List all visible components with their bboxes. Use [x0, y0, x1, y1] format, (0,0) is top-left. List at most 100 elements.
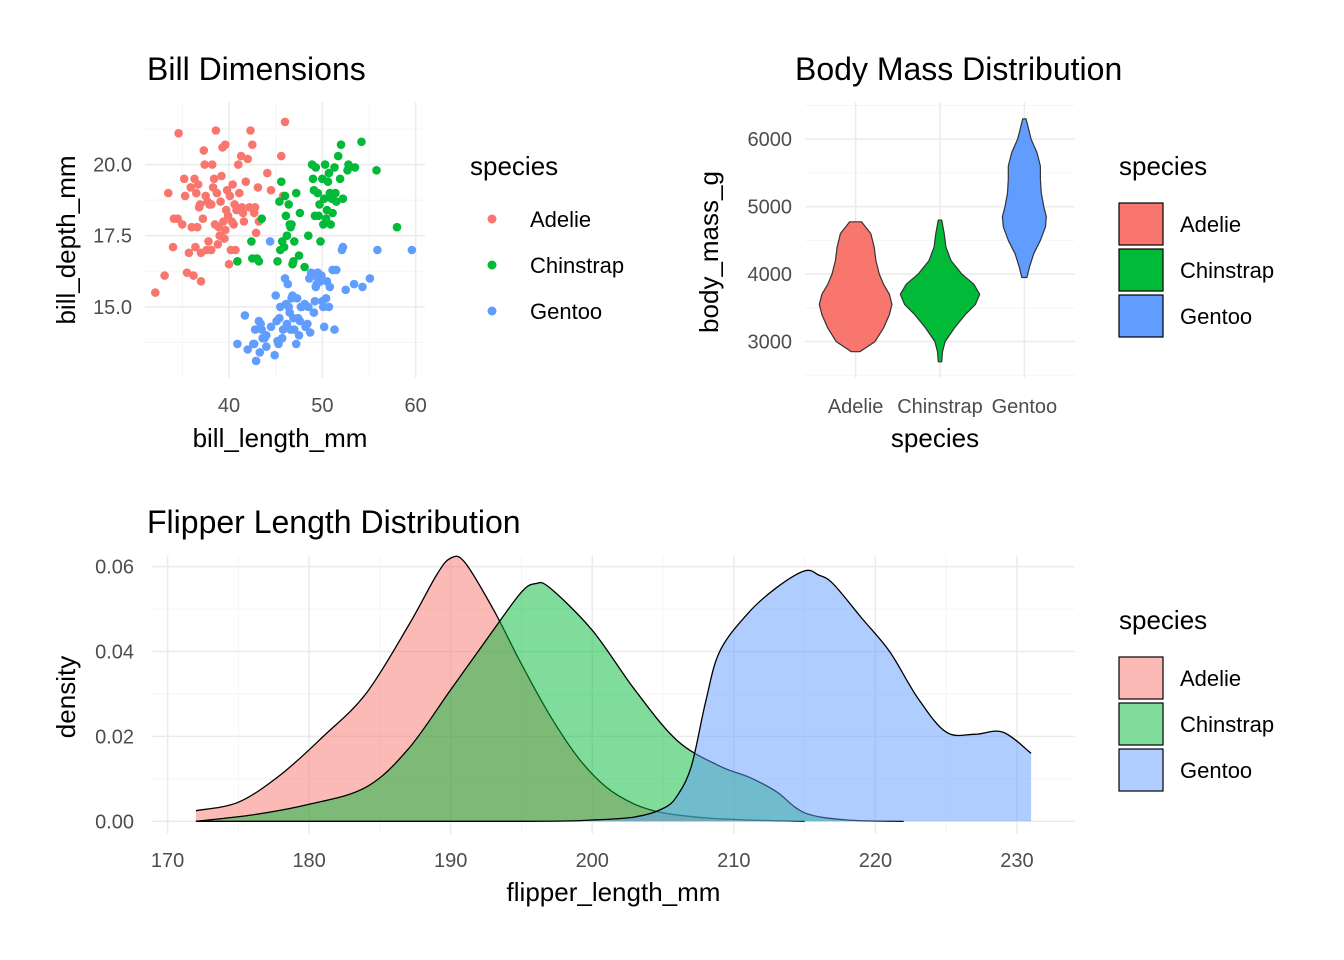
data-point-gentoo: [332, 265, 341, 275]
y-tick-label: 4000: [748, 264, 793, 286]
data-point-chinstrap: [289, 257, 298, 266]
y-tick-label: 15.0: [93, 297, 132, 319]
data-point-adelie: [221, 225, 230, 235]
data-point-chinstrap: [277, 177, 286, 186]
data-point-adelie: [221, 140, 230, 149]
data-point-gentoo: [341, 285, 351, 295]
density-line-gentoo: [195, 569, 1032, 822]
data-point-adelie: [277, 151, 286, 161]
data-point-adelie: [207, 200, 216, 209]
data-point-gentoo: [249, 339, 259, 349]
data-point-adelie: [200, 160, 209, 169]
data-point-gentoo: [280, 274, 290, 283]
data-point-chinstrap: [323, 177, 333, 186]
data-point-chinstrap: [331, 188, 340, 198]
data-point-adelie: [192, 188, 201, 198]
legend-key-dot: [487, 306, 497, 316]
data-point-gentoo: [290, 325, 299, 334]
x-axis-title: flipper_length_mm: [507, 877, 721, 907]
legend-key-dot: [487, 214, 497, 224]
data-point-adelie: [193, 222, 202, 232]
data-point-chinstrap: [392, 222, 402, 232]
data-point-adelie: [180, 191, 190, 201]
data-point-chinstrap: [290, 237, 299, 246]
y-tick-label: 6000: [748, 129, 793, 151]
data-point-gentoo: [275, 313, 284, 323]
data-point-gentoo: [325, 282, 335, 292]
data-point-adelie: [263, 168, 272, 178]
data-point-adelie: [220, 234, 229, 243]
legend-label: Chinstrap: [1180, 712, 1274, 737]
data-point-adelie: [207, 245, 216, 255]
data-point-chinstrap: [280, 191, 290, 201]
data-point-chinstrap: [307, 160, 317, 169]
legend-key-dot: [487, 260, 497, 270]
data-point-gentoo: [338, 242, 348, 252]
data-point-gentoo: [277, 333, 287, 343]
data-point-gentoo: [257, 325, 267, 334]
data-point-adelie: [209, 174, 219, 184]
data-point-chinstrap: [273, 257, 282, 266]
data-point-gentoo: [270, 350, 280, 360]
data-point-adelie: [151, 288, 160, 297]
data-point-adelie: [246, 126, 255, 135]
data-point-chinstrap: [319, 194, 329, 203]
panel-flipper-length: 170 180 190 200 210 220 230 0.00 0.02 0.04 0.06 Fli…: [51, 504, 1274, 907]
data-point-adelie: [179, 174, 189, 184]
y-tick-label: 0.02: [95, 726, 134, 748]
data-point-chinstrap: [328, 208, 337, 218]
data-point-adelie: [253, 183, 263, 192]
data-point-adelie: [228, 180, 237, 189]
data-point-adelie: [160, 271, 169, 280]
data-point-chinstrap: [344, 160, 353, 169]
data-point-adelie: [199, 146, 209, 155]
x-tick-label: 190: [434, 850, 467, 872]
data-point-adelie: [280, 117, 290, 127]
legend-label: Adelie: [530, 207, 591, 232]
data-point-adelie: [204, 237, 213, 246]
data-point-adelie: [219, 217, 228, 226]
chart-title: Body Mass Distribution: [795, 51, 1122, 87]
data-point-chinstrap: [308, 174, 318, 184]
data-point-chinstrap: [287, 220, 296, 229]
data-point-adelie: [211, 126, 221, 135]
data-point-adelie: [207, 160, 217, 169]
density-area-gentoo: [195, 570, 1032, 822]
data-point-adelie: [248, 140, 257, 149]
legend-label: Adelie: [1180, 666, 1241, 691]
data-point-chinstrap: [333, 151, 343, 161]
data-point-chinstrap: [282, 231, 292, 240]
data-point-adelie: [266, 185, 276, 195]
data-point-gentoo: [243, 345, 252, 354]
data-point-adelie: [168, 242, 178, 252]
data-point-gentoo: [305, 328, 315, 337]
data-point-adelie: [231, 245, 240, 255]
x-tick-label: Chinstrap: [897, 396, 983, 418]
data-point-gentoo: [265, 237, 275, 246]
data-point-chinstrap: [330, 163, 339, 172]
data-point-chinstrap: [291, 188, 301, 198]
data-point-chinstrap: [247, 237, 256, 246]
data-point-adelie: [235, 188, 244, 198]
legend-key-box: [1118, 702, 1164, 746]
data-point-adelie: [174, 129, 183, 138]
data-point-chinstrap: [304, 231, 313, 240]
x-axis-title: bill_length_mm: [193, 423, 368, 453]
legend-key-box: [1118, 656, 1164, 700]
data-point-gentoo: [255, 348, 265, 357]
data-point-chinstrap: [294, 251, 304, 260]
data-point-gentoo: [349, 279, 359, 289]
legend-label: Gentoo: [1180, 758, 1252, 783]
y-tick-label: 20.0: [93, 155, 132, 177]
data-point-chinstrap: [321, 214, 331, 223]
data-point-chinstrap: [324, 168, 334, 178]
data-point-gentoo: [233, 339, 242, 349]
y-tick-label: 5000: [748, 197, 793, 219]
data-point-adelie: [198, 214, 208, 223]
data-point-chinstrap: [309, 185, 319, 195]
legend-key-box: [1118, 748, 1164, 792]
data-point-chinstrap: [320, 160, 330, 169]
violin-gentoo: [1001, 118, 1047, 279]
data-point-gentoo: [266, 322, 276, 332]
legend-label: Gentoo: [530, 299, 602, 324]
